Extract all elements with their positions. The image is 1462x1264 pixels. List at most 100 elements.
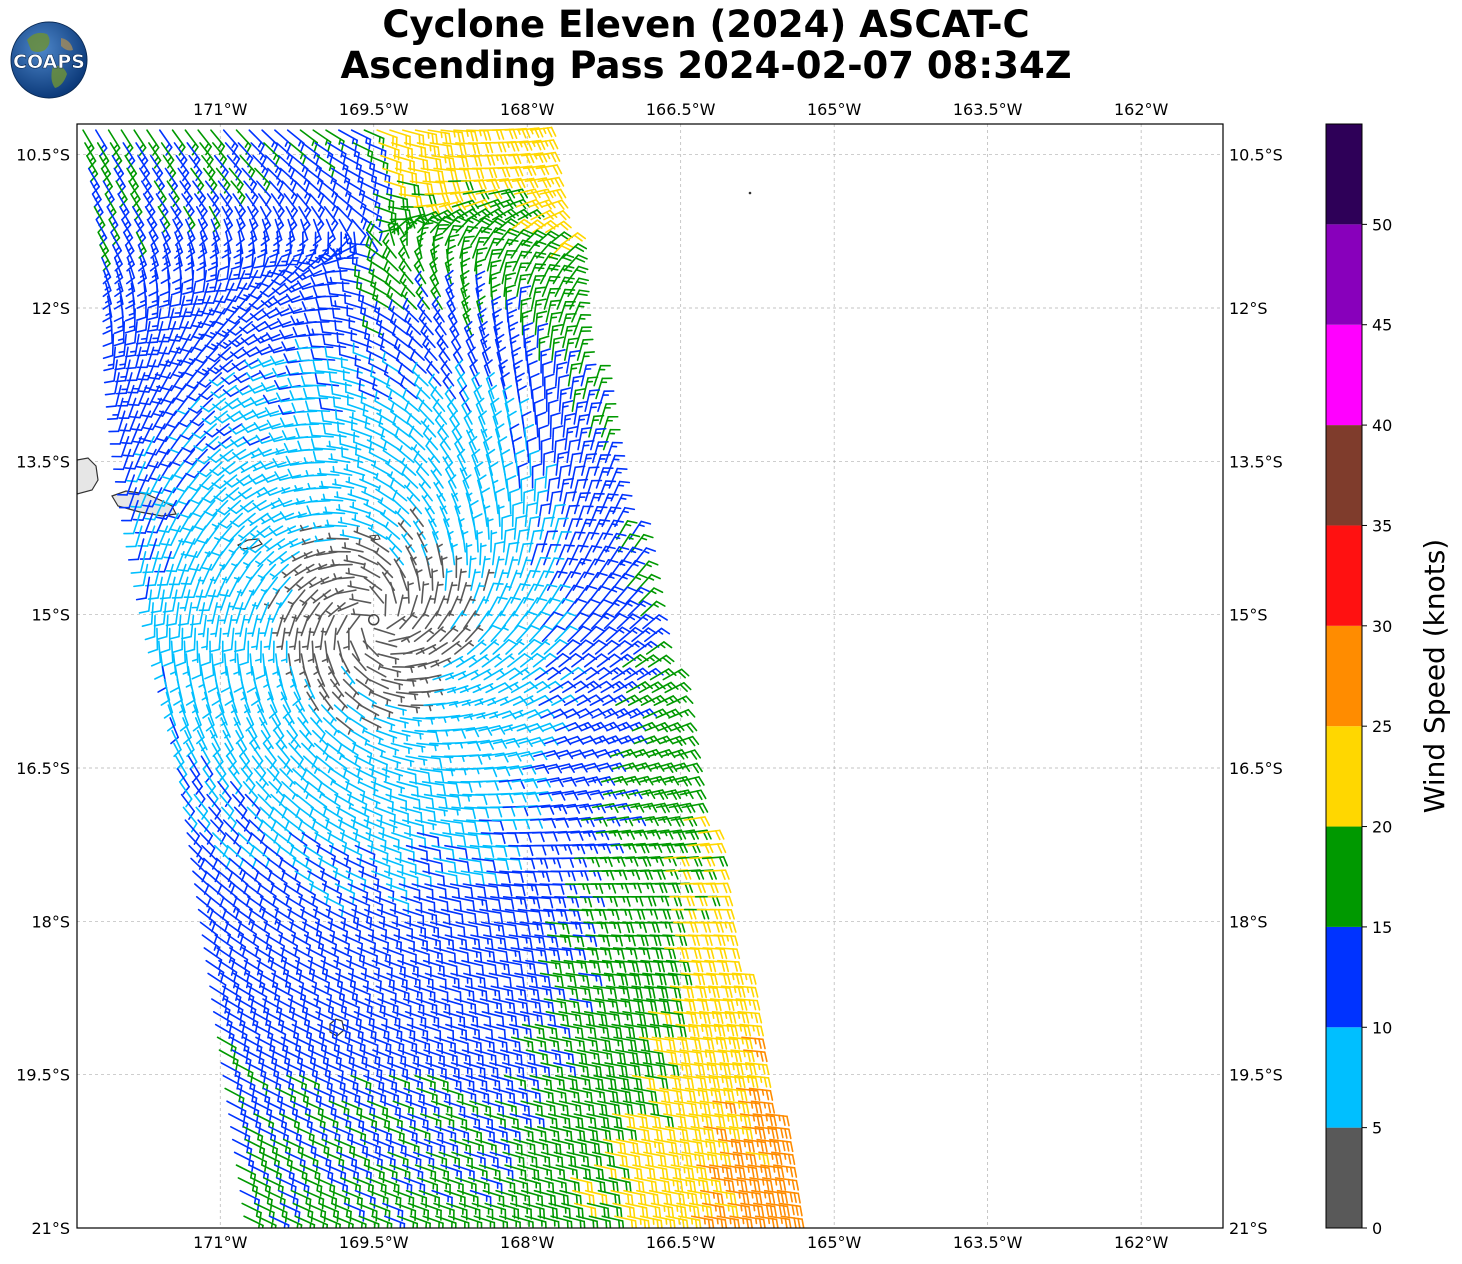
wind-barb [531,139,559,150]
barb-feather [198,197,207,207]
wind-barb [166,180,180,208]
barb-feather [357,456,360,468]
barb-half-feather [490,264,497,268]
wind-barb [155,193,169,220]
barb-feather [356,367,359,379]
wind-barb [146,218,159,246]
wind-barb [422,180,448,193]
barb-half-feather [469,557,477,561]
barb-feather [150,237,159,246]
barb-feather [552,164,559,175]
plot-area-background [77,124,1223,1228]
barb-half-feather [129,350,137,353]
barb-half-feather [519,290,527,293]
barb-feather [559,188,567,199]
barb-half-feather [440,131,443,139]
barb-half-feather [331,205,336,212]
barb-feather [361,191,366,203]
wind-barb [146,129,160,156]
barb-half-feather [142,169,148,175]
barb-half-feather [151,324,159,328]
wind-barb [184,129,199,156]
barb-feather [463,144,467,156]
barb-half-feather [250,180,255,187]
wind-barb [349,206,368,230]
barb-half-feather [139,143,145,150]
chart-subtitle: Ascending Pass 2024-02-07 08:34Z [340,44,1072,87]
barb-feather [424,171,428,183]
barb-feather [456,180,461,192]
wind-barb [158,129,173,156]
wind-barb [365,142,387,162]
barb-staff [167,282,171,306]
barb-half-feather [317,220,323,226]
barb-half-feather [369,162,372,169]
barb-feather [275,224,285,234]
barb-half-feather [188,220,194,227]
barb-staff [310,345,334,349]
barb-half-feather [204,142,210,149]
barb-feather [534,263,547,266]
barb-half-feather [552,190,557,197]
barb-feather [585,363,597,367]
wind-barb [334,193,353,218]
barb-feather [334,319,337,331]
wind-barb [373,193,395,212]
barb-feather [304,209,312,220]
barb-feather [533,266,545,270]
barb-half-feather [546,152,551,160]
barb-half-feather [198,194,204,200]
wind-barbs [82,126,805,1228]
barb-half-feather [178,143,184,149]
wind-barb [329,154,349,177]
barb-feather [533,529,545,533]
wind-barb [444,154,469,168]
wind-barb [321,193,339,218]
barb-feather [170,185,178,195]
barb-half-feather [303,220,309,227]
barb-feather [535,286,547,290]
barb-half-feather [331,191,335,198]
barb-half-feather [562,405,569,408]
barb-feather [512,128,518,140]
barb-feather [501,141,507,153]
wind-barb [204,180,220,207]
barb-half-feather [154,156,160,162]
barb-feather [459,143,463,155]
barb-half-feather [608,510,616,513]
barb-feather [299,142,305,154]
barb-feather [503,154,509,165]
barb-half-feather [251,207,257,213]
barb-feather [610,506,622,510]
barb-feather [152,146,160,156]
barb-feather [510,141,516,152]
barb-feather [378,216,383,228]
barb-half-feather [342,163,346,171]
barb-half-feather [231,142,236,149]
barb-feather [619,480,631,484]
barb-half-feather [622,510,629,514]
barb-feather [187,210,195,220]
barb-half-feather [491,241,499,244]
barb-feather [549,275,561,279]
barb-feather [445,192,451,204]
barb-feather [278,196,285,206]
barb-feather [331,222,339,233]
wind-barb [181,193,195,220]
barb-half-feather [557,456,564,460]
barb-feather [191,146,199,156]
barb-feather [522,542,534,545]
wind-barb [259,206,272,234]
barb-feather [454,169,458,181]
barb-half-feather [210,181,215,188]
barb-half-feather [225,193,230,200]
barb-half-feather [238,207,244,213]
barb-feather [583,439,595,443]
barb-feather [561,199,569,209]
barb-feather [463,168,468,180]
barb-feather [165,146,173,156]
swains-island-marker [748,191,752,195]
barb-feather [354,265,357,277]
barb-half-feather [556,366,563,370]
barb-half-feather [375,214,379,222]
